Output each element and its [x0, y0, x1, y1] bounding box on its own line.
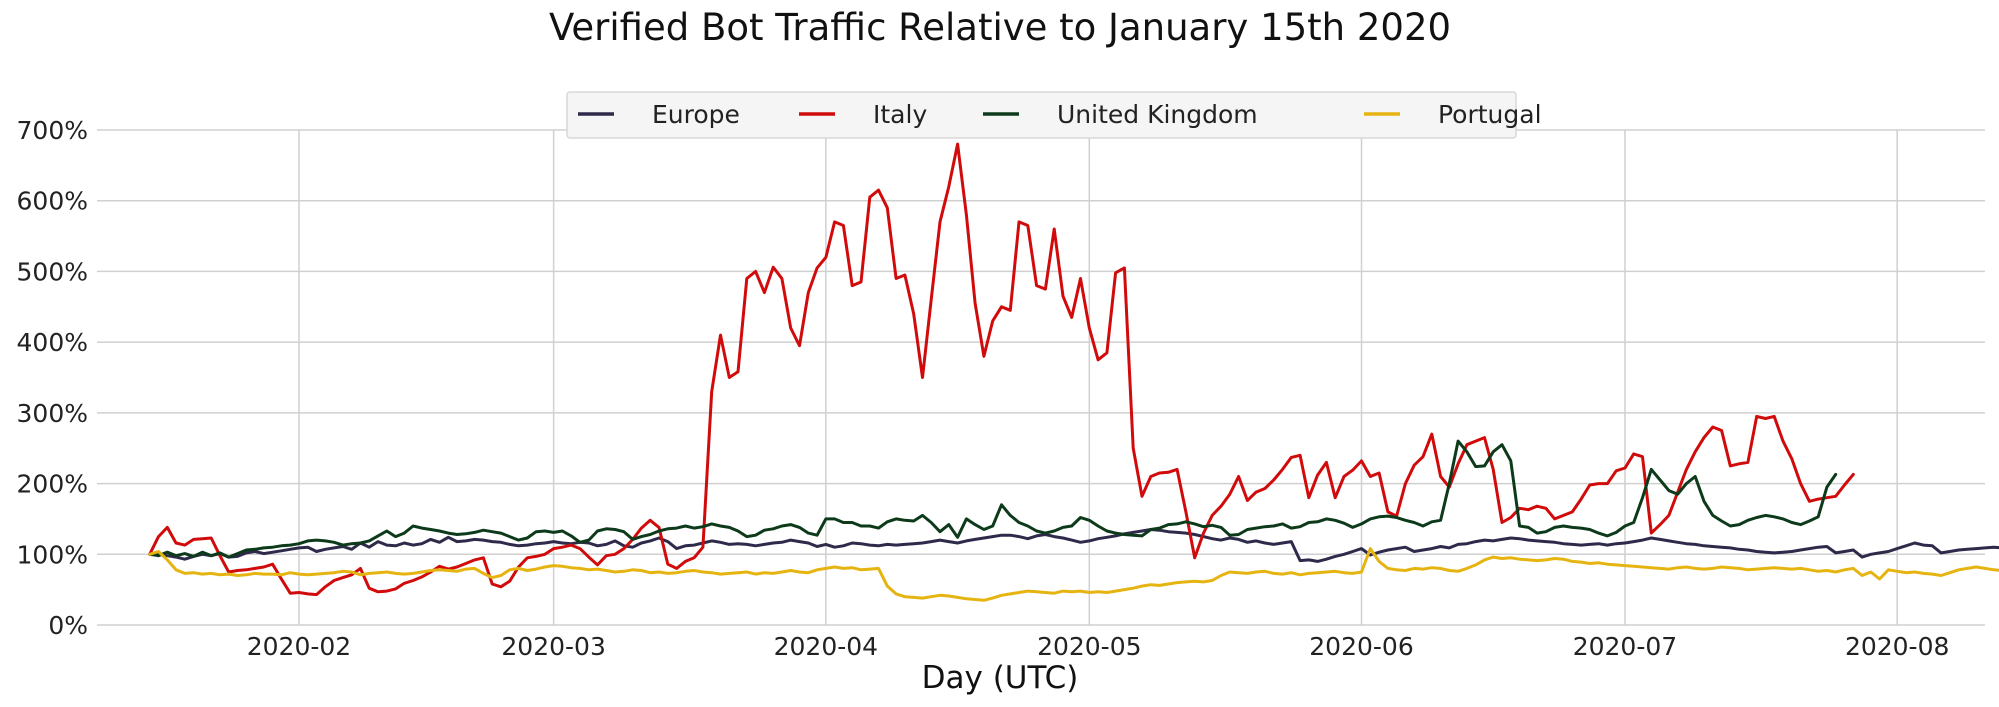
legend-label: Italy: [873, 100, 927, 129]
x-tick-label: 2020-04: [774, 632, 878, 661]
x-tick-label: 2020-05: [1037, 632, 1141, 661]
y-tick-label: 300%: [17, 399, 88, 428]
x-tick-label: 2020-07: [1573, 632, 1677, 661]
y-tick-label: 0%: [48, 611, 88, 640]
series-line-united-kingdom: [148, 439, 1838, 559]
axes: 0% 100% 200% 300% 400% 500% 600% 700% 2020-02 202…: [17, 116, 1950, 661]
grid: [97, 129, 1985, 626]
x-tick-label: 2020-08: [1845, 632, 1949, 661]
y-tick-label: 700%: [17, 116, 88, 145]
x-tick-label: 2020-06: [1309, 632, 1413, 661]
series-line-europe: [148, 528, 1999, 563]
series-line-portugal: [148, 547, 1999, 602]
y-tick-label: 600%: [17, 187, 88, 216]
x-axis-label: Day (UTC): [922, 660, 1079, 696]
legend-label: Europe: [652, 100, 740, 129]
legend: Europe Italy United Kingdom Portugal: [566, 91, 1542, 139]
legend-box: [566, 91, 1517, 139]
series-lines: [148, 142, 1999, 602]
legend-label: Portugal: [1438, 100, 1542, 129]
y-tick-label: 200%: [17, 470, 88, 499]
chart-title: Verified Bot Traffic Relative to January…: [549, 6, 1451, 49]
y-tick-label: 400%: [17, 328, 88, 357]
y-tick-label: 100%: [17, 540, 88, 569]
x-tick-label: 2020-02: [247, 632, 351, 661]
y-tick-label: 500%: [17, 257, 88, 286]
x-tick-label: 2020-03: [501, 632, 605, 661]
series-line-italy: [148, 142, 1855, 597]
legend-label: United Kingdom: [1057, 100, 1258, 129]
